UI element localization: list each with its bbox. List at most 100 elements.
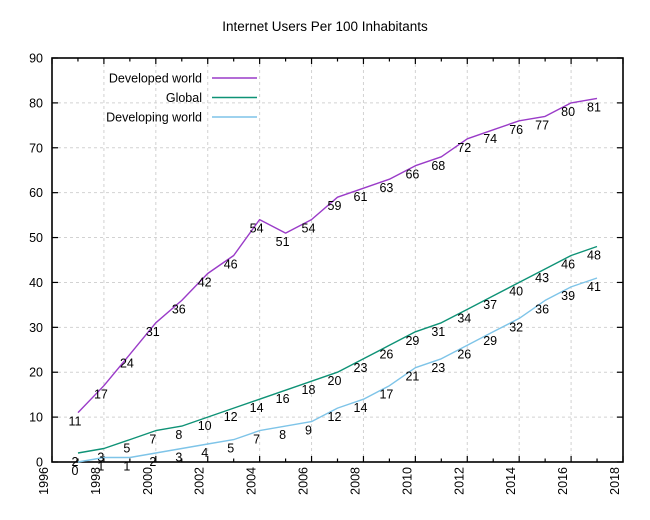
data-point-label-developed-world: 54: [250, 222, 264, 236]
y-axis-tick-label: 60: [29, 186, 43, 200]
y-axis-tick-label: 90: [29, 52, 43, 66]
data-point-label-developing-world: 17: [379, 388, 393, 402]
y-axis-tick-label: 50: [29, 231, 43, 245]
x-axis-tick-label: 2016: [556, 467, 570, 495]
data-point-label-developing-world: 0: [72, 464, 79, 478]
legend-label-global: Global: [166, 91, 202, 105]
data-point-label-developed-world: 77: [535, 118, 549, 132]
legend-label-developed-world: Developed world: [109, 72, 202, 86]
data-point-label-developed-world: 81: [587, 100, 601, 114]
data-point-label-global: 34: [457, 311, 471, 325]
data-point-label-developed-world: 46: [224, 258, 238, 272]
y-axis-tick-label: 30: [29, 321, 43, 335]
data-point-label-developed-world: 51: [276, 235, 290, 249]
data-point-label-global: 23: [354, 361, 368, 375]
data-point-label-developing-world: 39: [561, 289, 575, 303]
x-axis-tick-label: 2014: [504, 467, 518, 495]
x-axis-tick-label: 1996: [37, 467, 51, 495]
data-point-label-developed-world: 24: [120, 356, 134, 370]
x-axis-tick-label: 2012: [452, 467, 466, 495]
chart-title: Internet Users Per 100 Inhabitants: [222, 19, 428, 34]
data-point-label-global: 20: [328, 374, 342, 388]
data-point-label-global: 7: [149, 433, 156, 447]
data-point-label-global: 3: [97, 451, 104, 465]
data-point-label-developing-world: 41: [587, 280, 601, 294]
data-point-label-developed-world: 66: [405, 168, 419, 182]
data-point-label-developed-world: 42: [198, 276, 212, 290]
data-point-label-global: 46: [561, 258, 575, 272]
y-axis-tick-label: 80: [29, 96, 43, 110]
legend-label-developing-world: Developing world: [106, 111, 202, 125]
data-point-label-developed-world: 72: [457, 141, 471, 155]
y-axis-tick-label: 20: [29, 366, 43, 380]
data-point-label-global: 31: [431, 325, 445, 339]
data-point-label-global: 37: [483, 298, 497, 312]
data-point-label-developing-world: 23: [431, 361, 445, 375]
data-point-label-global: 8: [175, 428, 182, 442]
data-point-label-developed-world: 59: [328, 199, 342, 213]
data-point-label-developing-world: 12: [328, 410, 342, 424]
x-axis-tick-label: 2002: [193, 467, 207, 495]
data-point-label-developing-world: 36: [535, 302, 549, 316]
data-point-label-global: 14: [250, 401, 264, 415]
data-point-label-global: 5: [123, 442, 130, 456]
y-axis-tick-label: 70: [29, 141, 43, 155]
data-point-label-developing-world: 3: [175, 451, 182, 465]
data-point-label-developed-world: 61: [354, 190, 368, 204]
data-point-label-developed-world: 17: [94, 388, 108, 402]
grid-layer: [52, 58, 623, 462]
legend-entry-developed-world: Developed world: [109, 72, 257, 86]
x-axis-tick-label: 1998: [89, 467, 103, 495]
x-axis-tick-label: 2010: [400, 467, 414, 495]
legend-entry-developing-world: Developing world: [106, 111, 257, 125]
x-axis-tick-label: 2006: [297, 467, 311, 495]
data-point-label-global: 2: [72, 455, 79, 469]
data-point-label-global: 40: [509, 284, 523, 298]
series-line-developed-world: [77, 97, 598, 414]
data-point-label-global: 18: [302, 383, 316, 397]
legend-entry-global: Global: [166, 91, 257, 105]
data-point-label-developed-world: 74: [483, 132, 497, 146]
plot-border: [51, 57, 624, 463]
x-axis-tick-label: 2000: [141, 467, 155, 495]
y-axis-tick-label: 10: [29, 411, 43, 425]
series-line-global: [77, 245, 598, 454]
data-point-label-global: 12: [224, 410, 238, 424]
data-point-label-developing-world: 4: [201, 446, 208, 460]
data-point-label-developing-world: 1: [97, 460, 104, 474]
data-point-label-developed-world: 76: [509, 123, 523, 137]
data-point-label-global: 29: [405, 334, 419, 348]
data-point-label-developing-world: 32: [509, 320, 523, 334]
data-point-label-developed-world: 80: [561, 105, 575, 119]
x-axis-tick-label: 2018: [608, 467, 622, 495]
data-point-label-developed-world: 11: [69, 415, 82, 429]
data-point-label-global: 43: [535, 271, 549, 285]
data-point-label-developed-world: 68: [431, 159, 445, 173]
x-axis-tick-label: 2004: [245, 467, 259, 495]
data-point-label-developed-world: 31: [146, 325, 160, 339]
data-point-label-developed-world: 63: [379, 181, 393, 195]
data-point-label-developing-world: 26: [457, 347, 471, 361]
data-point-label-developed-world: 36: [172, 302, 186, 316]
data-point-label-global: 48: [587, 249, 601, 263]
y-axis-tick-label: 0: [36, 456, 43, 470]
data-point-label-developing-world: 9: [305, 424, 312, 438]
data-point-label-developing-world: 21: [405, 370, 419, 384]
series-line-developing-world: [77, 277, 598, 463]
data-point-label-global: 16: [276, 392, 290, 406]
data-point-label-developing-world: 29: [483, 334, 497, 348]
data-point-label-developing-world: 5: [227, 442, 234, 456]
data-point-label-developing-world: 7: [253, 433, 260, 447]
data-point-label-global: 26: [379, 347, 393, 361]
data-point-label-developed-world: 54: [302, 222, 316, 236]
x-axis-tick-label: 2008: [348, 467, 362, 495]
data-point-label-developing-world: 14: [354, 401, 368, 415]
data-point-label-developing-world: 2: [149, 455, 156, 469]
data-point-label-global: 10: [198, 419, 212, 433]
series-layer: [77, 97, 598, 463]
data-point-label-developing-world: 1: [123, 460, 130, 474]
